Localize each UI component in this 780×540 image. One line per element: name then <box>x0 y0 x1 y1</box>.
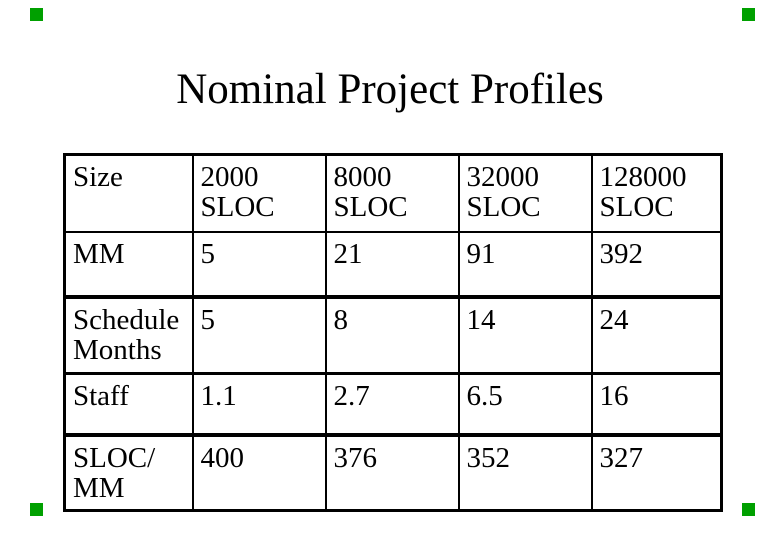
header-cell-32000-sloc: 32000 SLOC <box>457 153 593 233</box>
table-row-staff: Staff 1.1 2.7 6.5 16 <box>63 372 723 437</box>
value-cell: 352 <box>457 433 593 512</box>
value-cell: 14 <box>457 295 593 375</box>
value-cell: 1.1 <box>191 372 327 437</box>
table-header-row: Size 2000 SLOC 8000 SLOC 32000 SLOC 1280… <box>63 153 723 233</box>
value-cell: 5 <box>191 230 327 299</box>
selection-handle-top-left[interactable] <box>30 8 43 21</box>
value-cell: 6.5 <box>457 372 593 437</box>
value-cell: 400 <box>191 433 327 512</box>
value-cell: 2.7 <box>324 372 460 437</box>
row-label-cell: MM <box>63 230 194 299</box>
value-cell: 376 <box>324 433 460 512</box>
row-label-cell: Schedule Months <box>63 295 194 375</box>
selection-handle-top-right[interactable] <box>742 8 755 21</box>
project-profiles-table: Size 2000 SLOC 8000 SLOC 32000 SLOC 1280… <box>63 153 723 512</box>
header-cell-size: Size <box>63 153 194 233</box>
row-label-cell: Staff <box>63 372 194 437</box>
value-cell: 24 <box>590 295 723 375</box>
header-cell-8000-sloc: 8000 SLOC <box>324 153 460 233</box>
value-cell: 5 <box>191 295 327 375</box>
selection-handle-bottom-left[interactable] <box>30 503 43 516</box>
table-row-sloc-per-mm: SLOC/ MM 400 376 352 327 <box>63 433 723 512</box>
value-cell: 16 <box>590 372 723 437</box>
selection-handle-bottom-right[interactable] <box>742 503 755 516</box>
value-cell: 91 <box>457 230 593 299</box>
row-label-cell: SLOC/ MM <box>63 433 194 512</box>
table-row-mm: MM 5 21 91 392 <box>63 230 723 299</box>
value-cell: 392 <box>590 230 723 299</box>
value-cell: 8 <box>324 295 460 375</box>
header-cell-2000-sloc: 2000 SLOC <box>191 153 327 233</box>
value-cell: 21 <box>324 230 460 299</box>
header-cell-128000-sloc: 128000 SLOC <box>590 153 723 233</box>
value-cell: 327 <box>590 433 723 512</box>
slide-title: Nominal Project Profiles <box>176 66 604 113</box>
table-row-schedule-months: Schedule Months 5 8 14 24 <box>63 295 723 375</box>
